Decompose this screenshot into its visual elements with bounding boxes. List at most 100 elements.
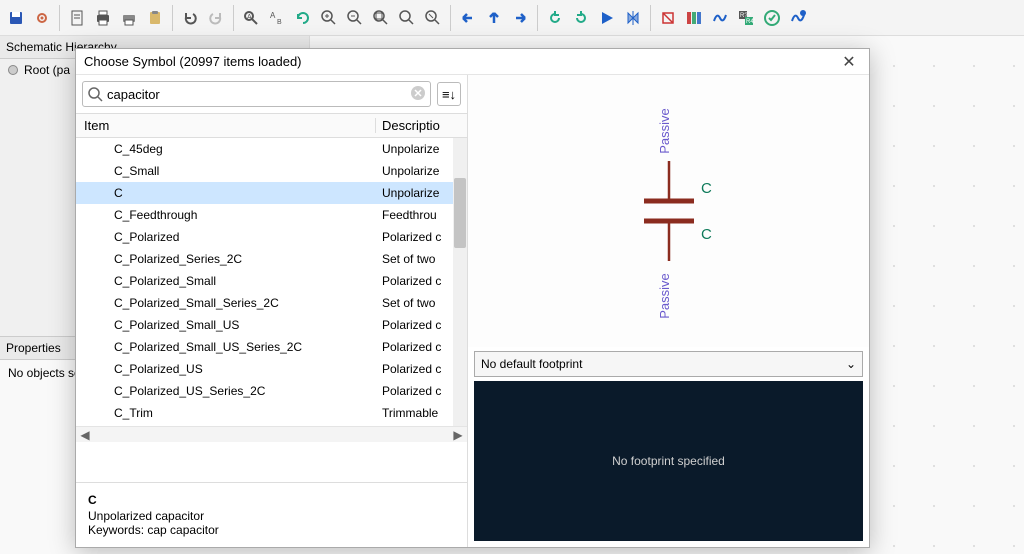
row-item-name: C_Polarized_US — [76, 362, 376, 376]
bom-icon[interactable] — [760, 6, 784, 30]
redo-icon[interactable] — [204, 6, 228, 30]
symbol-list-row[interactable]: C_PolarizedPolarized c — [76, 226, 467, 248]
row-item-name: C_Polarized_Small_US_Series_2C — [76, 340, 376, 354]
symbol-list-row[interactable]: C_Polarized_Series_2CSet of two — [76, 248, 467, 270]
toolbar-separator — [172, 5, 173, 31]
horizontal-scrollbar[interactable]: ◀ ▶ — [76, 426, 467, 442]
chevron-down-icon: ⌄ — [846, 357, 856, 371]
symbol-list-row[interactable]: C_Polarized_Small_Series_2CSet of two — [76, 292, 467, 314]
paste-icon[interactable] — [143, 6, 167, 30]
library-icon[interactable] — [682, 6, 706, 30]
symbol-list-row[interactable]: C_Polarized_Small_USPolarized c — [76, 314, 467, 336]
footprint-view-text: No footprint specified — [612, 454, 725, 468]
detail-symbol-name: C — [88, 493, 455, 507]
properties-title: Properties — [6, 341, 61, 355]
row-item-name: C_Small — [76, 164, 376, 178]
keywords-label: Keywords: — [88, 523, 144, 537]
sim-icon[interactable] — [708, 6, 732, 30]
symbol-list-row[interactable]: CUnpolarize — [76, 182, 467, 204]
column-header-description[interactable]: Descriptio — [376, 118, 467, 133]
search-input[interactable] — [107, 87, 406, 102]
clear-search-button[interactable] — [410, 85, 426, 106]
footprint-select[interactable]: No default footprint ⌄ — [474, 351, 863, 377]
scroll-right-button[interactable]: ▶ — [451, 428, 465, 442]
scrollbar-thumb[interactable] — [454, 178, 466, 248]
close-button[interactable]: ✕ — [837, 50, 861, 74]
svg-text:A: A — [270, 11, 276, 20]
row-item-name: C_45deg — [76, 142, 376, 156]
svg-text:R42: R42 — [746, 19, 755, 25]
play-icon[interactable] — [595, 6, 619, 30]
footprint-3d-view[interactable]: No footprint specified — [474, 381, 863, 541]
row-item-name: C_Feedthrough — [76, 208, 376, 222]
search-field-wrap — [82, 81, 431, 107]
symbol-list-row[interactable]: C_SmallUnpolarize — [76, 160, 467, 182]
toolbar-separator — [59, 5, 60, 31]
settings-icon[interactable] — [30, 6, 54, 30]
svg-text:B: B — [277, 19, 282, 26]
symbol-list-row[interactable]: C_TrimTrimmable — [76, 402, 467, 424]
row-item-name: C_Polarized — [76, 230, 376, 244]
zoom-out-icon[interactable] — [343, 6, 367, 30]
symbol-list: Item Descriptio C_45degUnpolarizeC_Small… — [76, 113, 467, 482]
properties-empty-text: No objects se — [8, 366, 81, 380]
dialog-title: Choose Symbol (20997 items loaded) — [84, 54, 302, 69]
find-icon[interactable]: A — [239, 6, 263, 30]
symbol-list-row[interactable]: C_Polarized_SmallPolarized c — [76, 270, 467, 292]
toolbar-separator — [450, 5, 451, 31]
zoom-tool-icon[interactable] — [395, 6, 419, 30]
print-preview-icon[interactable] — [117, 6, 141, 30]
toolbar-separator — [650, 5, 651, 31]
scroll-left-button[interactable]: ◀ — [78, 428, 92, 442]
row-item-name: C_Polarized_Series_2C — [76, 252, 376, 266]
svg-text:C: C — [701, 226, 712, 243]
arrow-left-icon[interactable] — [456, 6, 480, 30]
print-icon[interactable] — [91, 6, 115, 30]
symbol-list-row[interactable]: C_Polarized_Small_US_Series_2CPolarized … — [76, 336, 467, 358]
capacitor-symbol-svg: Passive C C Passive — [609, 91, 729, 331]
symbol-list-row[interactable]: C_45degUnpolarize — [76, 138, 467, 160]
rotate-cw-icon[interactable] — [569, 6, 593, 30]
dialog-titlebar[interactable]: Choose Symbol (20997 items loaded) ✕ — [76, 49, 869, 75]
row-item-name: C_Polarized_Small — [76, 274, 376, 288]
filter-button[interactable]: ≡↓ — [437, 82, 461, 106]
row-item-name: C_Polarized_Small_Series_2C — [76, 296, 376, 310]
detail-symbol-desc: Unpolarized capacitor — [88, 509, 455, 523]
row-item-name: C_Polarized_US_Series_2C — [76, 384, 376, 398]
svg-text:A: A — [247, 14, 252, 21]
arrow-right-icon[interactable] — [508, 6, 532, 30]
symbol-preview[interactable]: Passive C C Passive — [468, 75, 869, 347]
annotate-icon[interactable]: R??R42 — [734, 6, 758, 30]
svg-text:Passive: Passive — [657, 273, 672, 319]
refresh-icon[interactable] — [291, 6, 315, 30]
vertical-scrollbar[interactable] — [453, 138, 467, 426]
toolbar-separator — [537, 5, 538, 31]
rotate-ccw-icon[interactable] — [543, 6, 567, 30]
schematic-canvas[interactable] — [864, 36, 1024, 554]
footprint-select-text: No default footprint — [481, 357, 582, 371]
choose-symbol-dialog: Choose Symbol (20997 items loaded) ✕ ≡↓ — [75, 48, 870, 548]
main-toolbar: AABR??R42 — [0, 0, 1024, 36]
mirror-icon[interactable] — [621, 6, 645, 30]
tree-node-icon — [8, 65, 18, 75]
zoom-redo-icon[interactable] — [421, 6, 445, 30]
undo-icon[interactable] — [178, 6, 202, 30]
pcb-icon[interactable] — [786, 6, 810, 30]
zoom-in-icon[interactable] — [317, 6, 341, 30]
detail-keywords: Keywords: cap capacitor — [88, 523, 455, 537]
arrow-up-icon[interactable] — [482, 6, 506, 30]
page-icon[interactable] — [65, 6, 89, 30]
keywords-value: cap capacitor — [147, 523, 218, 537]
search-icon — [87, 86, 103, 107]
find-replace-icon[interactable]: AB — [265, 6, 289, 30]
symbol-list-row[interactable]: C_Polarized_US_Series_2CPolarized c — [76, 380, 467, 402]
svg-text:C: C — [701, 180, 712, 197]
symbol-details: C Unpolarized capacitor Keywords: cap ca… — [76, 482, 467, 547]
zoom-fit-icon[interactable] — [369, 6, 393, 30]
symbol-list-row[interactable]: C_Polarized_USPolarized c — [76, 358, 467, 380]
symbol-list-row[interactable]: C_FeedthroughFeedthrou — [76, 204, 467, 226]
save-icon[interactable] — [4, 6, 28, 30]
column-header-item[interactable]: Item — [76, 118, 376, 133]
erc-icon[interactable] — [656, 6, 680, 30]
row-item-name: C_Polarized_Small_US — [76, 318, 376, 332]
